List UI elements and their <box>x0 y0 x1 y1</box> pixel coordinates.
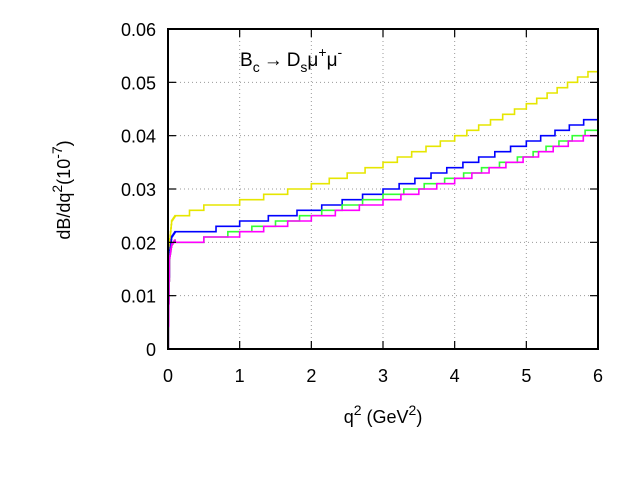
series-line-1 <box>167 66 599 350</box>
x-tick-label: 4 <box>450 366 460 386</box>
y-tick-label: 0.06 <box>121 20 156 40</box>
y-tick-label: 0.01 <box>121 287 156 307</box>
x-tick-label: 0 <box>163 366 173 386</box>
tick-marks <box>167 28 599 350</box>
x-tick-label: 1 <box>235 366 245 386</box>
x-tick-label: 5 <box>521 366 531 386</box>
x-tick-label: 6 <box>593 366 603 386</box>
series-line-4 <box>167 130 599 350</box>
y-tick-label: 0 <box>146 340 156 360</box>
x-axis-label: q2 (GeV2) <box>344 402 423 427</box>
y-tick-label: 0.05 <box>121 73 156 93</box>
series-layer <box>167 66 599 350</box>
tick-labels: 0 1 2 3 4 5 6 0 0.01 0.02 0.03 0.04 0.05 0.06 <box>121 20 603 386</box>
y-tick-label: 0.02 <box>121 233 156 253</box>
y-tick-label: 0.03 <box>121 180 156 200</box>
chart-annotation: Bc → Dsμ+μ- <box>240 44 343 75</box>
series-line-2 <box>167 114 599 350</box>
y-tick-label: 0.04 <box>121 127 156 147</box>
x-tick-label: 2 <box>306 366 316 386</box>
x-tick-label: 3 <box>378 366 388 386</box>
y-axis-label: dB/dq2(10-7) <box>49 140 74 239</box>
